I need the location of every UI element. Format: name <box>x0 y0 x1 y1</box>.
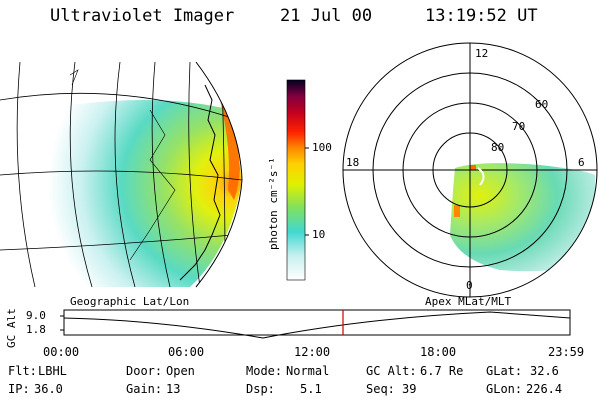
flt-value: LBHL <box>38 364 67 378</box>
door-key: Door: <box>126 364 163 378</box>
ip-key: IP: <box>8 382 30 396</box>
xtick-1800: 18:00 <box>420 345 457 359</box>
seq-value: 39 <box>402 382 417 396</box>
glon-value: 226.4 <box>526 382 563 396</box>
earth-limb <box>195 61 243 288</box>
mlt-label-12: 12 <box>475 47 489 60</box>
xtick-2359: 23:59 <box>548 345 585 359</box>
xtick-0000: 00:00 <box>43 345 80 359</box>
dsp-value: 5.1 <box>300 382 322 396</box>
gcalt-value: 6.7 Re <box>420 364 464 378</box>
glon-key: GLon: <box>486 382 523 396</box>
geographic-label: Geographic Lat/Lon <box>70 295 190 308</box>
polar-plot <box>342 42 598 298</box>
flt-key: Flt: <box>8 364 37 378</box>
colorbar-label-100: 100 <box>312 141 332 154</box>
gain-value: 13 <box>166 382 181 396</box>
mlat-label-70: 70 <box>512 120 526 133</box>
mlat-label-80: 80 <box>491 141 505 154</box>
altitude-curve <box>63 311 571 339</box>
mode-value: Normal <box>286 364 330 378</box>
xtick-0600: 06:00 <box>168 345 205 359</box>
glat-value: 32.6 <box>530 364 559 378</box>
mlat-label-60: 60 <box>535 98 549 111</box>
instrument-title: Ultraviolet Imager <box>50 6 235 26</box>
door-value: Open <box>166 364 195 378</box>
altitude-ytick-high: 9.0 <box>26 309 46 322</box>
colorbar-unit-label: photon cm⁻²s⁻¹ <box>267 157 280 250</box>
xtick-1200: 12:00 <box>294 345 331 359</box>
ip-value: 36.0 <box>34 382 63 396</box>
date-label: 21 Jul 00 <box>280 6 373 26</box>
altitude-ylabel: GC Alt <box>5 308 18 348</box>
dsp-key: Dsp: <box>246 382 275 396</box>
colorbar-label-10: 10 <box>312 228 326 241</box>
time-label: 13:19:52 UT <box>425 6 538 26</box>
gcalt-key: GC Alt: <box>366 364 417 378</box>
mlt-label-0: 0 <box>466 279 473 292</box>
geographic-map <box>0 62 242 287</box>
colorbar <box>286 79 306 281</box>
seq-key: Seq: <box>366 382 395 396</box>
mode-key: Mode: <box>246 364 283 378</box>
altitude-ytick-low: 1.8 <box>26 323 46 336</box>
glat-key: GLat: <box>486 364 523 378</box>
altitude-plot <box>60 309 571 339</box>
mlt-label-6: 6 <box>578 156 585 169</box>
gain-key: Gain: <box>126 382 163 396</box>
mlt-label-18: 18 <box>346 156 360 169</box>
apex-label: Apex MLat/MLT <box>425 295 512 308</box>
